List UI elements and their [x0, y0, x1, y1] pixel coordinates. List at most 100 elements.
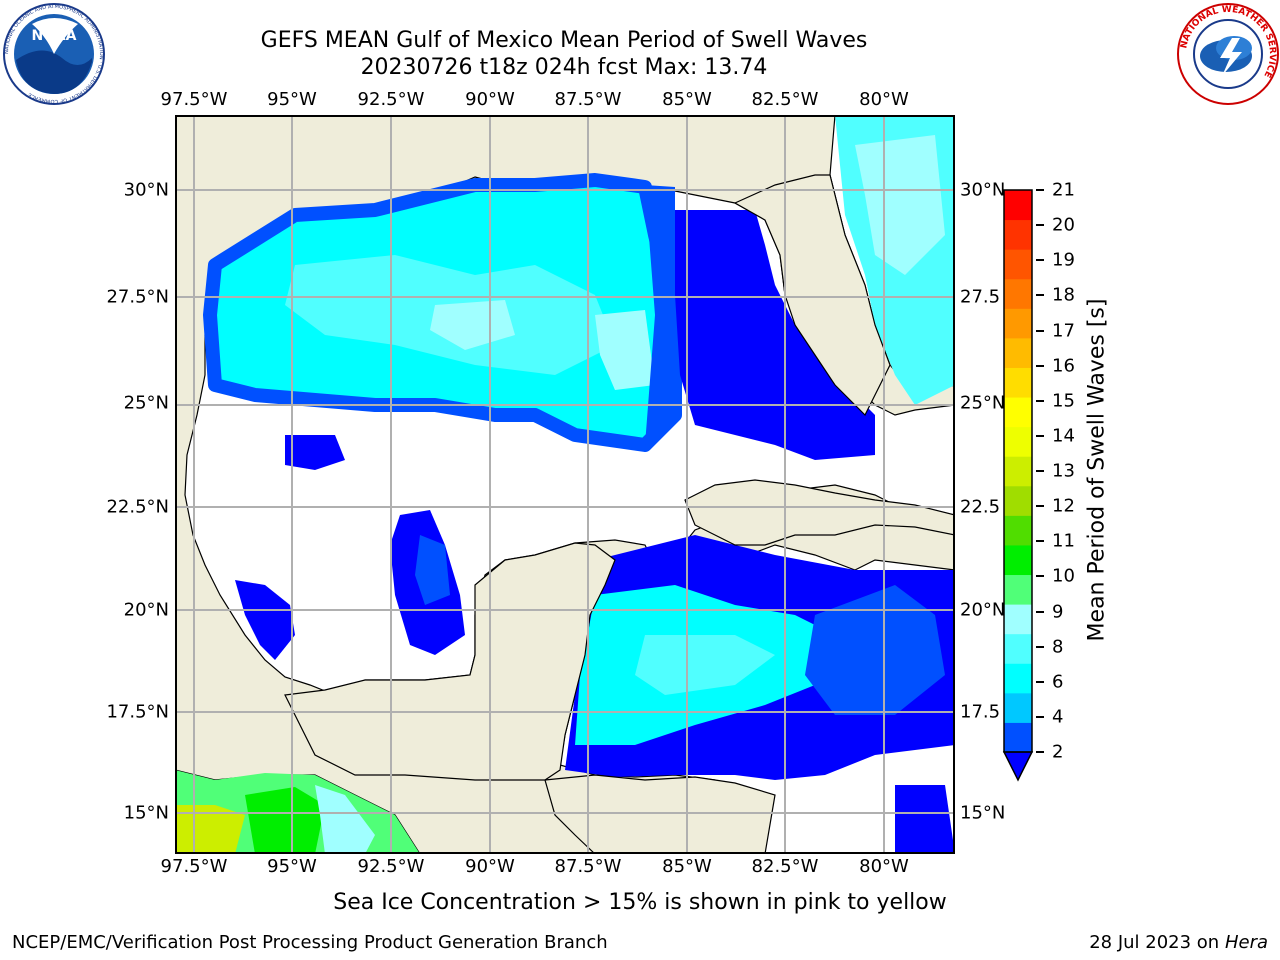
- lat-label-left: 27.5°N: [106, 286, 169, 308]
- lon-label-top: 85°W: [662, 89, 712, 110]
- date-text: 28 Jul 2023 on Hera: [1089, 932, 1268, 953]
- colorbar-tick-label: 6: [1052, 671, 1064, 693]
- lon-label-bottom: 92.5°W: [357, 856, 425, 877]
- lat-label-left: 17.5°N: [106, 701, 169, 723]
- colorbar-tick-label: 15: [1052, 390, 1075, 412]
- cuba: [684, 479, 955, 546]
- central-america: [544, 774, 776, 854]
- colorbar-tick-mark: [1036, 575, 1044, 578]
- colorbar-tick-label: 2: [1052, 741, 1064, 763]
- colorbar-tick-label: 10: [1052, 565, 1075, 587]
- lon-label-top: 82.5°W: [751, 89, 819, 110]
- swell-field: [175, 115, 955, 854]
- sea-ice-note: Sea Ice Concentration > 15% is shown in …: [333, 890, 947, 915]
- date-value: 28 Jul 2023 on: [1089, 932, 1225, 953]
- colorbar-tick-label: 13: [1052, 460, 1075, 482]
- colorbar-tick-mark: [1036, 189, 1044, 191]
- lon-label-top: 80°W: [859, 89, 909, 110]
- lon-label-top: 90°W: [465, 89, 515, 110]
- noaa-logo-text: NOAA: [32, 28, 77, 44]
- colorbar-extend-arrow: [1002, 751, 1034, 782]
- lon-label-top: 95°W: [267, 89, 317, 110]
- lat-label-right: 15°N: [960, 802, 1006, 824]
- colorbar-tick-mark: [1036, 329, 1044, 332]
- colorbar-tick-label: 8: [1052, 636, 1064, 658]
- colorbar-tick-mark: [1036, 645, 1044, 648]
- colorbar-tick-label: 9: [1052, 601, 1064, 622]
- colorbar-segment: [1004, 367, 1032, 398]
- chart-subtitle: 20230726 t18z 024h fcst Max: 13.74: [360, 55, 768, 80]
- colorbar-frame: [1003, 189, 1033, 753]
- colorbar-segment: [1004, 633, 1032, 664]
- colorbar-segment: [1004, 574, 1032, 605]
- colorbar-tick-mark: [1036, 505, 1044, 508]
- colorbar-segment: [1004, 426, 1032, 457]
- colorbar-segment: [1004, 456, 1032, 487]
- colorbar-tick-label: 16: [1052, 355, 1075, 377]
- colorbar-tick-label: 4: [1052, 706, 1064, 728]
- lon-label-bottom: 85°W: [662, 856, 712, 877]
- colorbar-segment: [1004, 219, 1032, 250]
- lat-label-right: 27.5: [960, 286, 1001, 308]
- florida: [733, 174, 891, 417]
- colorbar-tick-mark: [1036, 224, 1044, 227]
- map-panel: [175, 115, 955, 854]
- lon-label-bottom: 87.5°W: [554, 856, 622, 877]
- colorbar-tick-mark: [1036, 364, 1044, 367]
- lat-label-left: 20°N: [123, 599, 169, 621]
- lat-label-left: 25°N: [123, 392, 169, 414]
- colorbar-tick-mark: [1036, 751, 1044, 753]
- yucatan-peninsula: [284, 542, 616, 781]
- colorbar-segment: [1004, 397, 1032, 428]
- colorbar-tick-mark: [1036, 540, 1044, 543]
- colorbar-tick-label: 17: [1052, 320, 1075, 341]
- lon-label-bottom: 95°W: [267, 856, 317, 877]
- lat-label-right: 20°N: [960, 599, 1006, 621]
- colorbar-segment: [1004, 663, 1032, 694]
- colorbar-tick-mark: [1036, 610, 1044, 613]
- lon-label-top: 87.5°W: [554, 89, 622, 110]
- colorbar-tick-label: 19: [1052, 249, 1075, 271]
- lon-label-bottom: 90°W: [465, 856, 515, 877]
- colorbar-segment: [1004, 515, 1032, 546]
- lat-label-left: 22.5°N: [106, 496, 169, 518]
- lat-label-right: 17.5: [960, 701, 1001, 723]
- lat-label-left: 30°N: [123, 179, 169, 201]
- chart-title: GEFS MEAN Gulf of Mexico Mean Period of …: [260, 28, 868, 53]
- nws-logo: NATIONAL WEATHER SERVICE: [1177, 3, 1279, 105]
- colorbar-tick-label: 21: [1052, 179, 1075, 201]
- colorbar-label: Mean Period of Swell Waves [s]: [1084, 298, 1110, 642]
- colorbar-tick-mark: [1036, 715, 1044, 718]
- lon-label-bottom: 80°W: [859, 856, 909, 877]
- colorbar-tick-label: 14: [1052, 425, 1075, 447]
- colorbar-segment: [1004, 249, 1032, 280]
- colorbar-tick-mark: [1036, 259, 1044, 262]
- lon-label-top: 92.5°W: [357, 89, 425, 110]
- colorbar-segment: [1004, 692, 1032, 723]
- colorbar-tick-mark: [1036, 294, 1044, 297]
- colorbar-segment: [1004, 604, 1032, 635]
- lon-label-bottom: 97.5°W: [160, 856, 228, 877]
- credit-text: NCEP/EMC/Verification Post Processing Pr…: [12, 932, 608, 953]
- colorbar-tick-label: 12: [1052, 495, 1075, 517]
- colorbar-tick-label: 20: [1052, 214, 1075, 236]
- lon-label-top: 97.5°W: [160, 89, 228, 110]
- colorbar-segment: [1004, 190, 1032, 221]
- colorbar: [1002, 189, 1034, 782]
- lat-label-right: 30°N: [960, 179, 1006, 201]
- colorbar-segment: [1004, 722, 1032, 753]
- lat-label-right: 22.5: [960, 496, 1001, 518]
- lat-label-right: 25°N: [960, 392, 1006, 414]
- colorbar-tick-label: 11: [1052, 530, 1075, 552]
- lat-label-left: 15°N: [123, 802, 169, 824]
- colorbar-segment: [1004, 337, 1032, 368]
- lon-label-bottom: 82.5°W: [751, 856, 819, 877]
- noaa-logo: NOAA NATIONAL OCEANIC AND ATMOSPHERIC AD…: [3, 3, 105, 105]
- colorbar-segment: [1004, 308, 1032, 339]
- colorbar-segment: [1004, 485, 1032, 516]
- colorbar-tick-label: 18: [1052, 284, 1075, 306]
- colorbar-tick-mark: [1036, 680, 1044, 683]
- colorbar-tick-mark: [1036, 399, 1044, 402]
- colorbar-segment: [1004, 278, 1032, 309]
- map-frame: [175, 115, 955, 854]
